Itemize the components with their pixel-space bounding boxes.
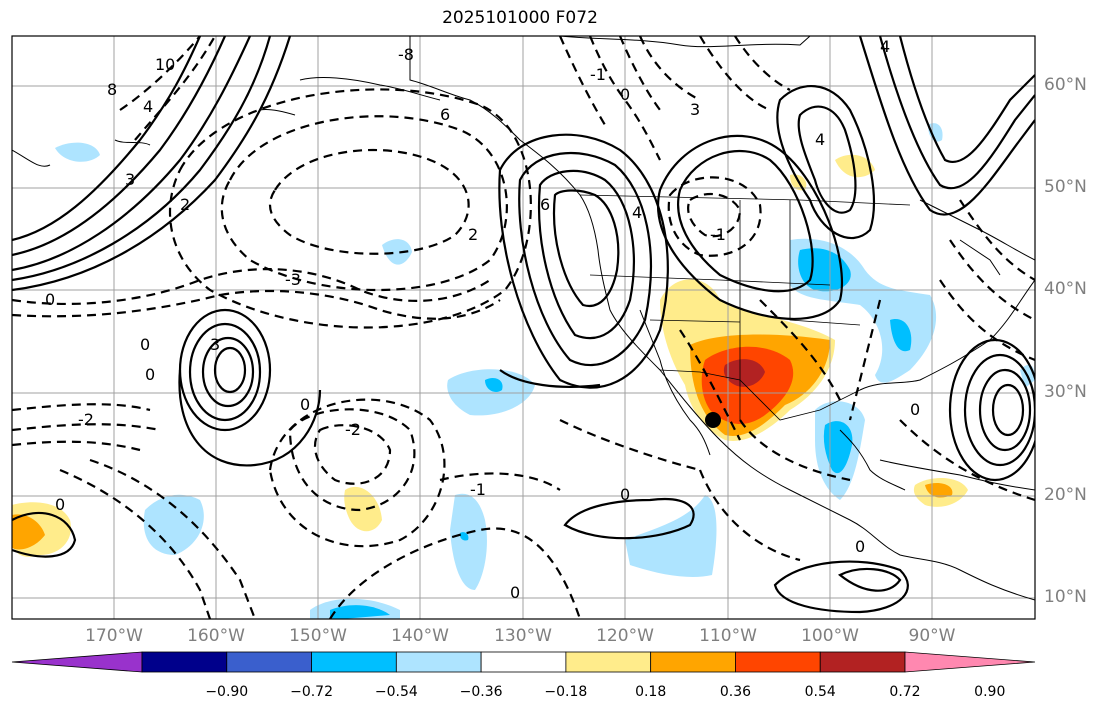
colorbar-tick-label: 0.90 xyxy=(974,684,1006,700)
colorbar-segment xyxy=(650,651,736,673)
contour-label-0h: 0 xyxy=(910,400,920,419)
colorbar-tick-label: 0.36 xyxy=(719,684,752,700)
colorbar-segment xyxy=(565,651,652,673)
lon-label: 150°W xyxy=(289,626,347,646)
lat-label: 10°N xyxy=(1044,587,1087,607)
lon-label: 120°W xyxy=(596,626,654,646)
contour-label-4c: 4 xyxy=(880,37,890,56)
colorbar-tick-label: −0.18 xyxy=(544,684,588,700)
contour-label-4: 4 xyxy=(143,97,153,116)
contour-label-2: 2 xyxy=(180,195,190,214)
colorbar-segment xyxy=(480,651,567,673)
lon-label: 100°W xyxy=(801,626,859,646)
map-title: 2025101000 F072 xyxy=(442,8,598,28)
contour-label-0b: 0 xyxy=(145,365,155,384)
contour-label-neg2b: -2 xyxy=(78,410,94,429)
contour-label-3b: 3 xyxy=(210,335,220,354)
colorbar-extend-min xyxy=(11,651,143,673)
colorbar-segment xyxy=(141,651,228,673)
lon-label: 140°W xyxy=(391,626,449,646)
colorbar-tick-label: −0.54 xyxy=(374,684,418,700)
contour-label-3: 3 xyxy=(125,170,135,189)
lon-label: 110°W xyxy=(699,626,757,646)
contour-label-6: 6 xyxy=(540,195,550,214)
colorbar xyxy=(11,651,1036,673)
colorbar-tick-label: 0.72 xyxy=(889,684,921,700)
contour-labels: -8 8 10 4 3 2 -3 3 0 0 0 -2 -2 0 0 0 -1 … xyxy=(45,37,920,602)
colorbar-tick-label: −0.36 xyxy=(459,684,503,700)
lat-label: 60°N xyxy=(1044,75,1087,95)
political-borders xyxy=(409,36,911,421)
contour-label-8: 8 xyxy=(107,80,117,99)
lat-label: 30°N xyxy=(1044,382,1087,402)
contour-label-neg1b: -1 xyxy=(590,65,606,84)
colorbar-tick-label: 0.54 xyxy=(804,684,836,700)
colorbar-segment xyxy=(819,651,906,673)
lon-label: 90°W xyxy=(908,626,956,646)
dashed-contours xyxy=(12,36,1035,619)
contour-label-0f: 0 xyxy=(855,537,865,556)
contour-label-0c: 0 xyxy=(300,395,310,414)
contour-label-0j: 0 xyxy=(45,290,55,309)
lat-label: 50°N xyxy=(1044,177,1087,197)
graticule xyxy=(12,36,1035,619)
contour-label-4d: 4 xyxy=(632,203,642,222)
contour-label-neg8: -8 xyxy=(398,45,414,64)
contour-label-neg1c: -1 xyxy=(710,225,726,244)
contour-label-neg3: -3 xyxy=(285,270,301,289)
colorbar-segment xyxy=(311,651,397,673)
location-marker xyxy=(705,412,721,428)
contour-label-0i: 0 xyxy=(55,495,65,514)
contour-label-10: 10 xyxy=(155,55,175,74)
colorbar-extend-max xyxy=(904,651,1036,673)
contour-label-3c: 3 xyxy=(690,100,700,119)
lon-label: 160°W xyxy=(187,626,245,646)
contour-label-0g: 0 xyxy=(620,85,630,104)
lat-label: 40°N xyxy=(1044,279,1087,299)
contour-label-neg2: -2 xyxy=(345,420,361,439)
map-frame xyxy=(11,35,1036,620)
colorbar-segment xyxy=(395,651,482,673)
contour-label-2c: 2 xyxy=(468,225,478,244)
lon-label: 170°W xyxy=(85,626,143,646)
colorbar-tick-label: 0.18 xyxy=(635,684,667,700)
colorbar-segment xyxy=(735,651,821,673)
contour-label-0e: 0 xyxy=(510,583,520,602)
contour-label-0: 0 xyxy=(140,335,150,354)
contour-label-neg1: -1 xyxy=(470,480,486,499)
lon-label: 130°W xyxy=(494,626,552,646)
contour-label-0d: 0 xyxy=(620,485,630,504)
contour-label-6b: 6 xyxy=(440,105,450,124)
colorbar-tick-label: −0.72 xyxy=(290,684,333,700)
solid-contours xyxy=(12,36,1035,614)
colorbar-tick-label: −0.90 xyxy=(205,684,249,700)
lat-label: 20°N xyxy=(1044,485,1087,505)
contour-label-4b: 4 xyxy=(815,130,825,149)
colorbar-segment xyxy=(226,651,312,673)
